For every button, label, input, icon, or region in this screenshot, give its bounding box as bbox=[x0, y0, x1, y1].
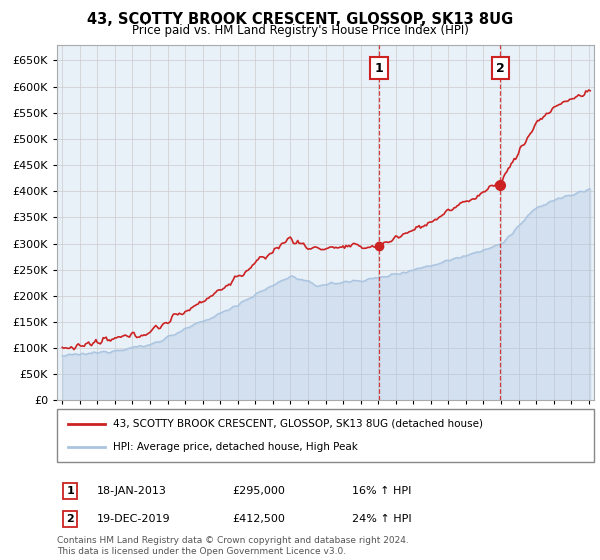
Text: 1: 1 bbox=[67, 486, 74, 496]
Text: 43, SCOTTY BROOK CRESCENT, GLOSSOP, SK13 8UG: 43, SCOTTY BROOK CRESCENT, GLOSSOP, SK13… bbox=[87, 12, 513, 27]
Text: 19-DEC-2019: 19-DEC-2019 bbox=[97, 514, 171, 524]
Text: 16% ↑ HPI: 16% ↑ HPI bbox=[352, 486, 412, 496]
Text: 2: 2 bbox=[496, 62, 505, 75]
Text: 1: 1 bbox=[374, 62, 383, 75]
Text: Contains HM Land Registry data © Crown copyright and database right 2024.
This d: Contains HM Land Registry data © Crown c… bbox=[57, 536, 409, 556]
Text: HPI: Average price, detached house, High Peak: HPI: Average price, detached house, High… bbox=[113, 442, 358, 452]
Text: 24% ↑ HPI: 24% ↑ HPI bbox=[352, 514, 412, 524]
FancyBboxPatch shape bbox=[57, 409, 594, 462]
Text: 43, SCOTTY BROOK CRESCENT, GLOSSOP, SK13 8UG (detached house): 43, SCOTTY BROOK CRESCENT, GLOSSOP, SK13… bbox=[113, 419, 484, 429]
Text: 2: 2 bbox=[67, 514, 74, 524]
Text: £412,500: £412,500 bbox=[232, 514, 285, 524]
Text: 18-JAN-2013: 18-JAN-2013 bbox=[97, 486, 167, 496]
Text: Price paid vs. HM Land Registry's House Price Index (HPI): Price paid vs. HM Land Registry's House … bbox=[131, 24, 469, 36]
Text: £295,000: £295,000 bbox=[232, 486, 285, 496]
